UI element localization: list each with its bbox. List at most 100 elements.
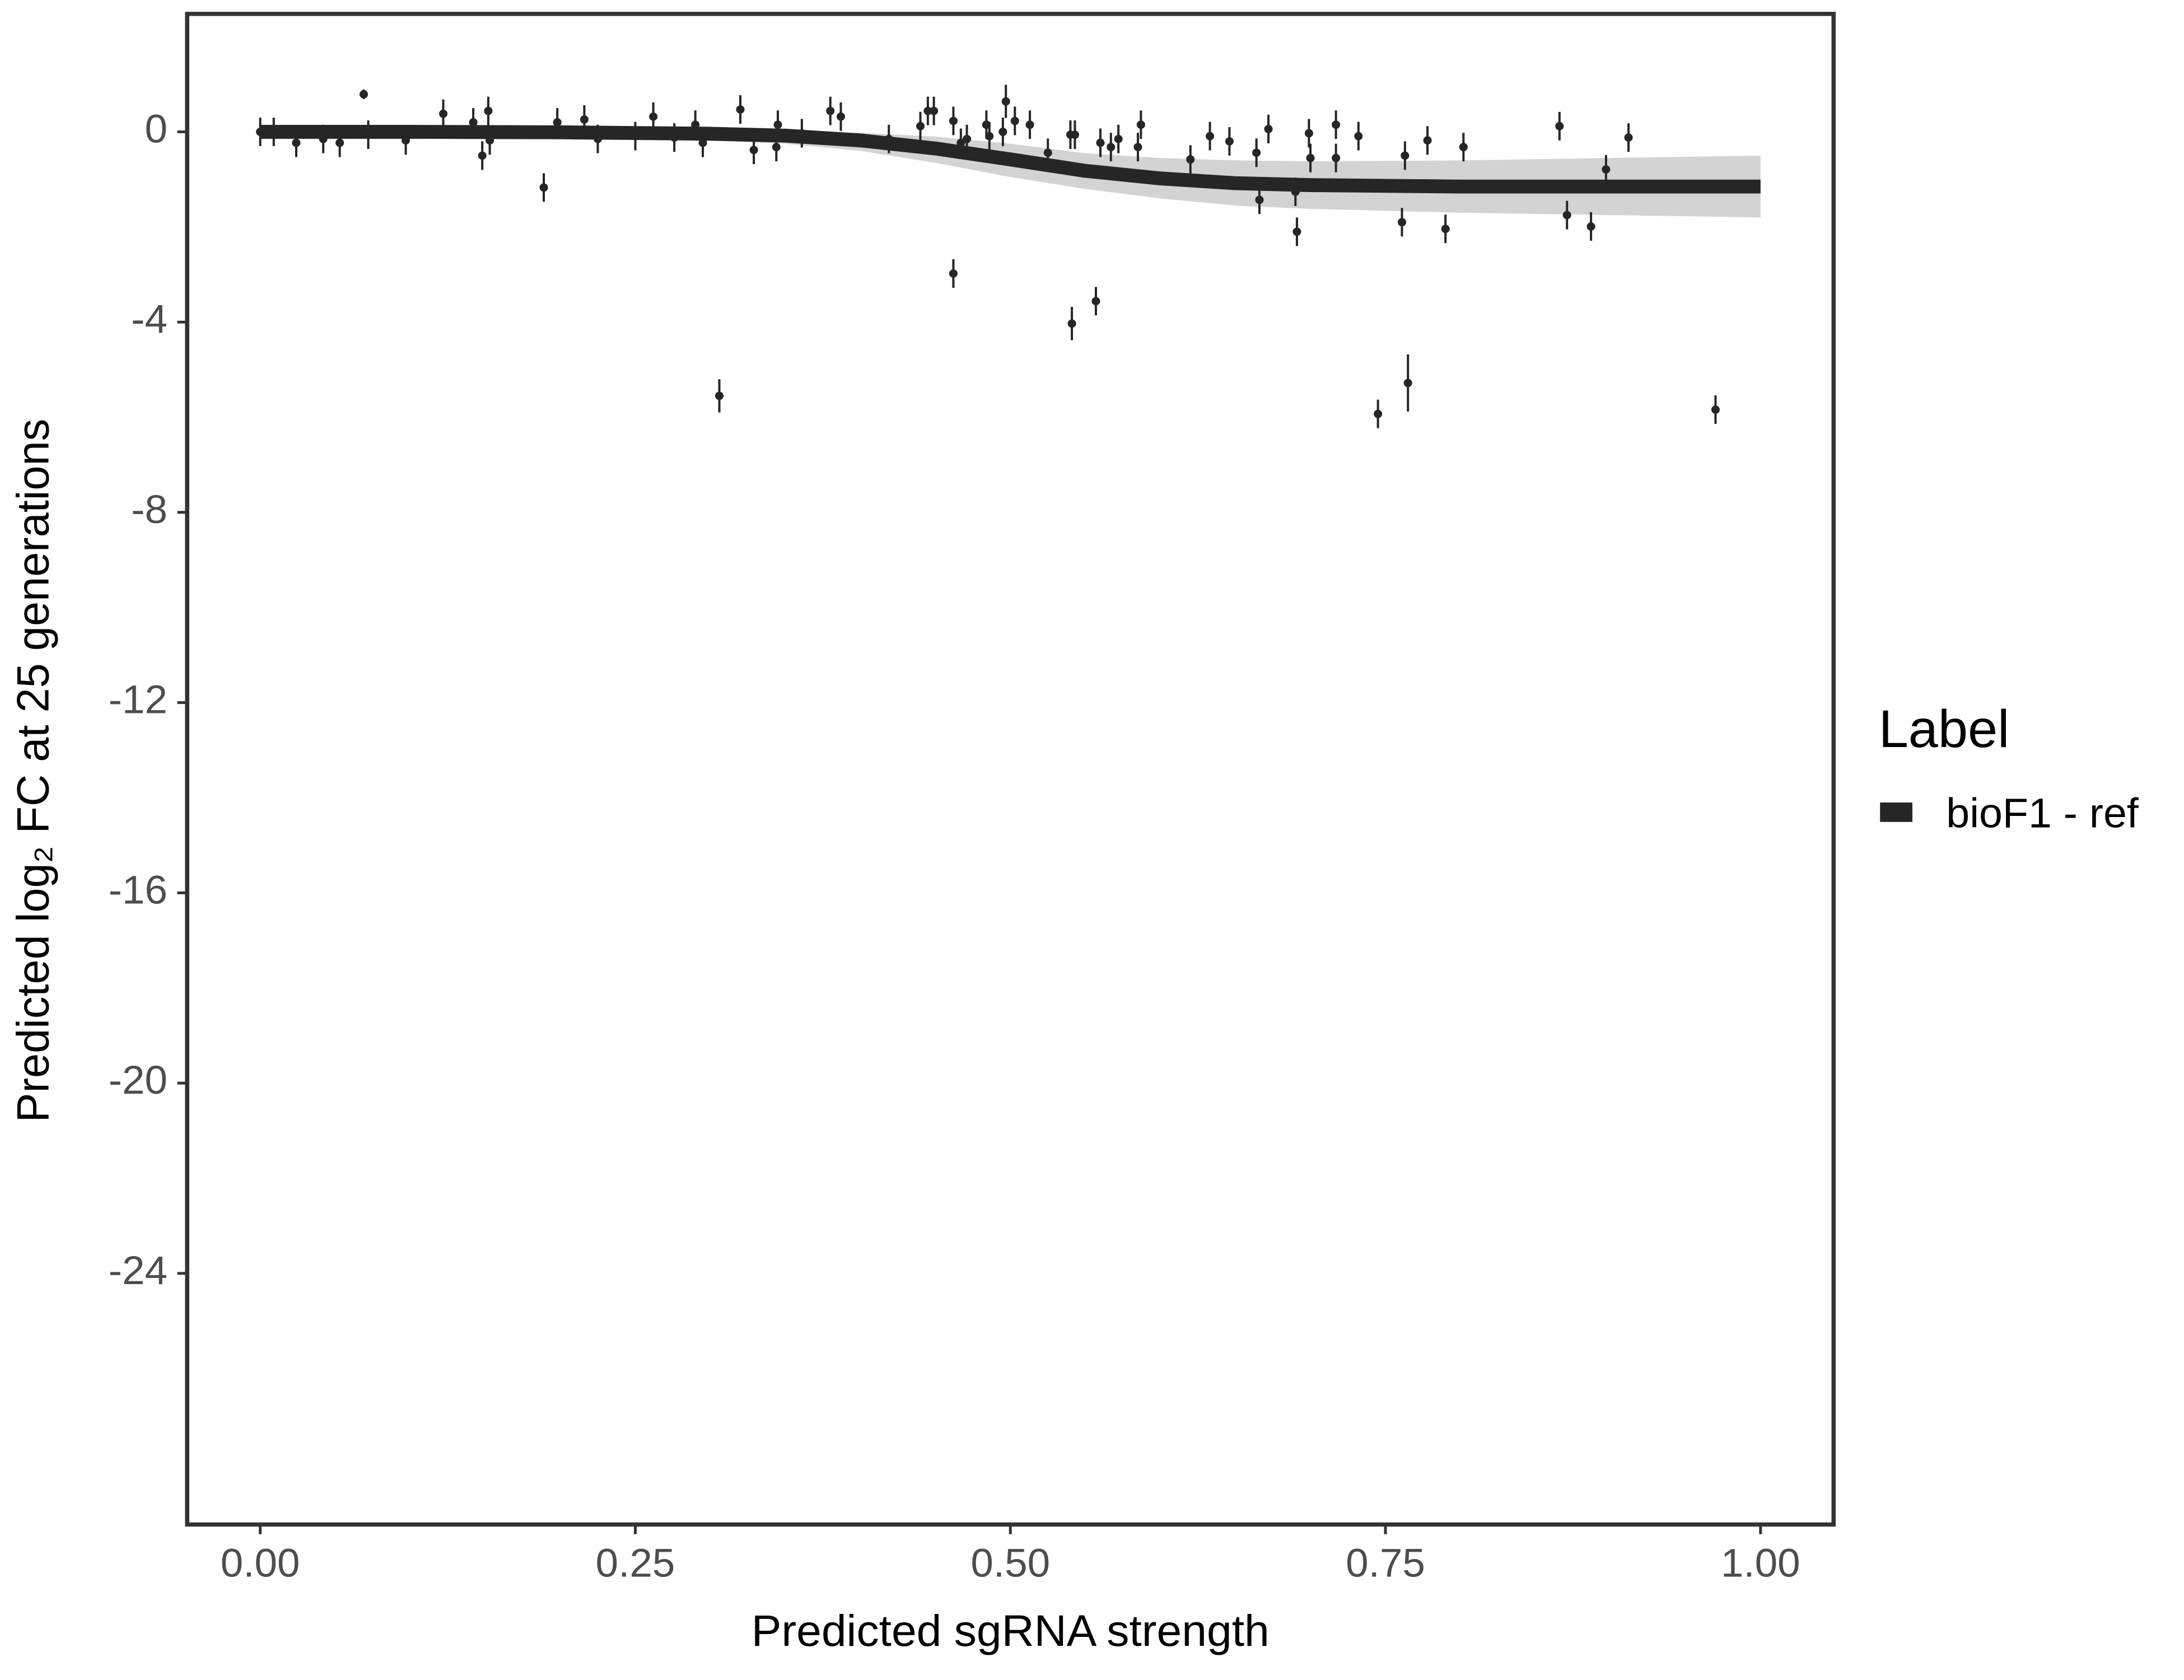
point	[916, 122, 925, 130]
point	[649, 112, 658, 121]
point	[949, 116, 958, 125]
point	[1423, 136, 1432, 145]
point	[1133, 143, 1142, 152]
point	[698, 138, 707, 147]
point	[749, 146, 758, 155]
point	[1332, 120, 1341, 129]
point	[292, 138, 301, 147]
point	[439, 109, 448, 118]
point	[963, 134, 972, 143]
point	[1114, 134, 1123, 143]
point	[1459, 143, 1468, 152]
x-tick-label: 0.00	[221, 1541, 300, 1585]
point	[956, 138, 965, 147]
point	[1354, 132, 1363, 141]
point	[826, 106, 835, 115]
point	[364, 130, 373, 139]
point	[772, 143, 781, 152]
y-tick-label: -16	[109, 867, 167, 912]
point	[923, 106, 932, 115]
point	[1602, 165, 1611, 174]
point	[1401, 151, 1410, 160]
point	[1010, 116, 1019, 125]
point	[1397, 218, 1407, 227]
point	[1206, 132, 1215, 141]
confidence-band	[260, 127, 1761, 218]
point	[1332, 153, 1341, 162]
point	[930, 106, 939, 115]
point	[998, 127, 1007, 136]
point	[1306, 153, 1315, 162]
point	[691, 120, 700, 129]
point	[1586, 222, 1595, 231]
y-tick-label: -12	[109, 677, 167, 722]
point	[1291, 188, 1300, 196]
x-tick-label: 0.75	[1346, 1541, 1425, 1585]
point	[256, 127, 265, 136]
y-tick-label: 0	[144, 106, 167, 151]
point	[486, 136, 494, 145]
point	[360, 90, 368, 99]
point	[985, 132, 994, 141]
point	[269, 127, 278, 136]
point	[1252, 148, 1261, 157]
point	[580, 115, 589, 124]
y-axis-title: Predicted log₂ FC at 25 generations	[8, 419, 58, 1123]
y-tick-label: -8	[131, 487, 167, 531]
x-tick-label: 0.50	[970, 1541, 1050, 1585]
point	[836, 112, 846, 121]
point	[1264, 124, 1273, 133]
point	[1374, 409, 1383, 418]
point	[715, 391, 724, 400]
x-tick-label: 1.00	[1721, 1541, 1800, 1585]
point	[1403, 379, 1412, 388]
point	[797, 129, 806, 138]
point	[593, 134, 603, 143]
point	[1304, 129, 1313, 138]
point	[1096, 138, 1105, 147]
point	[1186, 155, 1195, 164]
point	[1292, 227, 1301, 236]
point	[484, 106, 493, 115]
legend-key	[1880, 802, 1913, 822]
plot-border	[185, 12, 1836, 1527]
point	[335, 138, 344, 147]
point	[402, 136, 410, 145]
legend-label: bioF1 - ref	[1946, 790, 2139, 836]
x-axis-title: Predicted sgRNA strength	[752, 1606, 1270, 1655]
point	[1070, 130, 1079, 139]
point	[1441, 225, 1450, 234]
point	[319, 134, 328, 143]
point	[1562, 211, 1571, 220]
point	[949, 269, 958, 278]
y-tick-label: -24	[109, 1248, 167, 1292]
point	[1107, 143, 1116, 152]
point	[1711, 405, 1720, 414]
x-tick-label: 0.25	[596, 1541, 675, 1585]
point	[1001, 97, 1010, 106]
point	[1136, 120, 1145, 129]
point	[884, 134, 893, 143]
point	[631, 132, 640, 141]
point	[478, 151, 487, 160]
y-tick-label: -20	[109, 1058, 167, 1103]
point	[1255, 195, 1264, 204]
point	[1555, 122, 1564, 130]
point	[1043, 148, 1052, 157]
point	[1624, 133, 1633, 142]
legend-title: Label	[1879, 700, 2010, 759]
point	[1091, 297, 1100, 306]
fit-line	[260, 125, 1761, 194]
point	[553, 118, 562, 127]
point	[539, 183, 548, 192]
point	[1225, 137, 1234, 146]
point	[1025, 120, 1034, 129]
point	[1067, 319, 1076, 328]
point	[469, 118, 478, 127]
y-tick-label: -4	[131, 297, 167, 342]
point	[670, 133, 679, 142]
point	[736, 105, 745, 114]
point	[773, 120, 782, 129]
